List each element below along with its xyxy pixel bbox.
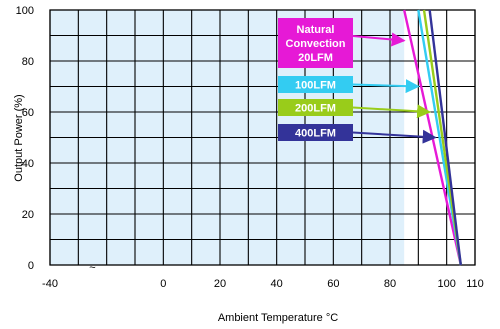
legend-arrow [352,32,406,47]
legend-label: 200LFM [295,103,336,115]
legend-item-3: 200LFM [278,99,432,119]
x-axis-break-mark: ~ [89,262,95,274]
y-tick-label: 60 [22,107,34,119]
y-tick-label: 80 [22,56,34,68]
legend-box [278,76,353,93]
x-tick-label: 40 [271,278,283,290]
x-tick-label: 60 [327,278,339,290]
legend-arrow [352,129,437,144]
x-tick-label: 80 [384,278,396,290]
legend: Natural Convection 20LFM 100LFM 200LFM 400LFM [278,18,437,144]
series-lines [402,9,463,266]
legend-arrow [352,104,432,119]
x-tick-label: -40 [42,278,58,290]
legend-label: 100LFM [295,80,336,92]
grid-lines: ~ [49,9,476,274]
legend-box [278,18,353,68]
tick-labels: -40 0 20 40 60 80 100 110 0 20 40 60 80 100 [16,5,484,290]
x-axis-label: Ambient Temperature °C [218,312,338,324]
legend-box [278,99,353,116]
y-tick-label: 0 [28,260,34,272]
x-tick-label: 100 [437,278,455,290]
legend-label: 400LFM [295,128,336,140]
legend-item-4: 400LFM [278,124,437,144]
plot-border [49,9,476,266]
x-tick-label: 20 [214,278,226,290]
y-axis-label: Output Power (%) [13,94,25,181]
legend-label: Convection [286,38,346,50]
legend-item-2: 100LFM [278,76,420,94]
x-tick-label: 110 [466,278,484,290]
legend-arrow [352,79,420,94]
legend-item-1: Natural Convection 20LFM [278,18,406,68]
legend-box [278,124,353,141]
x-tick-label: 0 [160,278,166,290]
series-line-4 [428,9,463,266]
legend-label: 20LFM [298,52,333,64]
y-tick-label: 20 [22,209,34,221]
y-tick-label: 40 [22,158,34,170]
legend-label: Natural [297,24,335,36]
y-tick-label: 100 [16,5,34,17]
